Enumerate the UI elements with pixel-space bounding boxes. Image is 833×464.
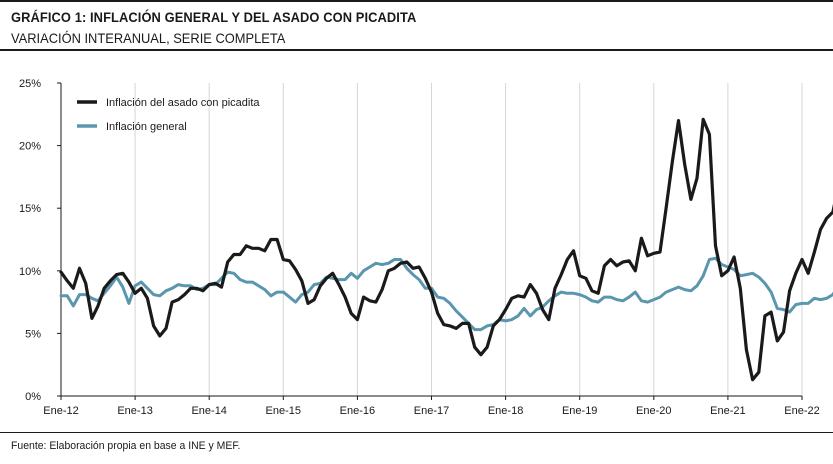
legend-label: Inflación del asado con picadita: [106, 97, 260, 109]
x-tick-label: Ene-14: [191, 405, 226, 417]
header-rule: [0, 49, 833, 51]
x-tick-label: Ene-15: [266, 405, 301, 417]
x-tick-label: Ene-21: [710, 405, 745, 417]
legend-label: Inflación general: [106, 121, 187, 133]
x-tick-label: Ene-16: [340, 405, 375, 417]
chart-title: GRÁFICO 1: INFLACIÓN GENERAL Y DEL ASADO…: [11, 9, 417, 25]
x-tick-label: Ene-19: [562, 405, 597, 417]
x-tick-label: Ene-20: [636, 405, 671, 417]
chart-subtitle: VARIACIÓN INTERANUAL, SERIE COMPLETA: [11, 30, 286, 46]
series-line-asado: [59, 117, 833, 382]
x-tick-label: Ene-17: [414, 405, 449, 417]
x-tick-label: Ene-18: [488, 405, 523, 417]
x-tick-label: Ene-22: [784, 405, 819, 417]
x-tick-label: Ene-12: [43, 405, 78, 417]
x-tick-label: Ene-13: [117, 405, 152, 417]
y-tick-label: 20%: [19, 141, 41, 153]
footer-rule: [0, 432, 833, 433]
y-tick-label: 10%: [19, 266, 41, 278]
y-tick-labels: 0% 5% 10% 15% 20% 25%: [19, 78, 41, 403]
series-lines: [59, 117, 833, 382]
y-tick-label: 0%: [25, 391, 41, 403]
series-line-general: [59, 256, 833, 332]
legend: Inflación del asado con picadita Inflació…: [77, 97, 260, 133]
y-tick-label: 25%: [19, 78, 41, 90]
y-tick-label: 5%: [25, 328, 41, 340]
x-tick-labels: Ene-12 Ene-13 Ene-14 Ene-15 Ene-16 Ene-17 Ene-…: [43, 405, 819, 417]
y-tick-label: 15%: [19, 203, 41, 215]
axes: [57, 82, 803, 400]
top-rule: [0, 0, 833, 2]
line-chart: 0%5%10%15%20%25% Ene-12 Ene-13 Ene-14 Ene-1…: [19, 78, 833, 417]
source-note: Fuente: Elaboración propia en base a INE…: [11, 440, 241, 452]
